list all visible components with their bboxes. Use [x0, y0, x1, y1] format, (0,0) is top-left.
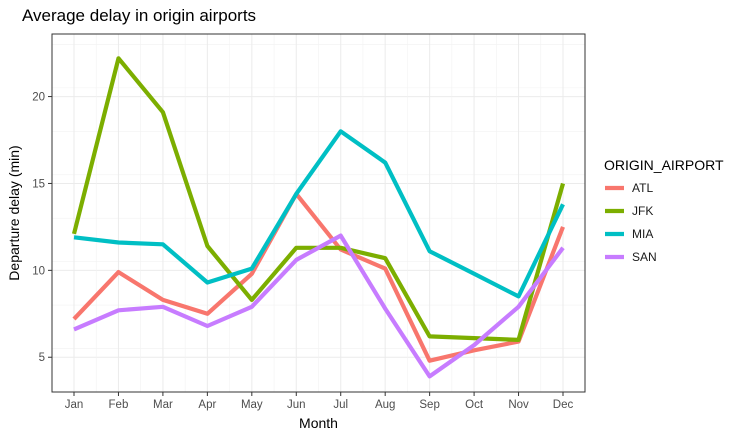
series-line-san [73, 233, 565, 379]
y-tick-label: 15 [32, 178, 45, 190]
chart-title: Average delay in origin airports [22, 6, 257, 25]
x-tick-label: Oct [465, 399, 484, 411]
series-line-mia [73, 129, 565, 299]
legend-label-atl: ATL [632, 181, 653, 195]
legend-title: ORIGIN_AIRPORT [604, 157, 724, 173]
x-tick-label: May [241, 399, 263, 411]
x-tick-label: Nov [508, 399, 529, 411]
x-tick-label: Apr [198, 399, 216, 411]
legend-label-jfk: JFK [632, 204, 653, 218]
x-tick-label: Jan [65, 399, 84, 411]
x-axis-title: Month [299, 415, 338, 431]
x-axis: Jan Feb Mar Apr May Jun Jul Aug Sep Oct Nov Dec [65, 392, 574, 411]
y-tick-label: 5 [39, 352, 45, 364]
legend-label-mia: MIA [632, 227, 653, 241]
y-tick-label: 20 [32, 92, 45, 104]
x-tick-label: Aug [375, 399, 395, 411]
x-tick-label: Jun [287, 399, 306, 411]
legend: ORIGIN_AIRPORT ATL JFK MIA SAN [604, 157, 724, 264]
x-tick-label: Dec [553, 399, 574, 411]
y-axis-title: Departure delay (min) [6, 145, 22, 280]
x-tick-label: Mar [153, 399, 173, 411]
legend-label-san: SAN [632, 250, 657, 264]
x-tick-label: Feb [109, 399, 129, 411]
y-tick-label: 10 [32, 265, 45, 277]
plot-border [51, 33, 586, 393]
x-tick-label: Jul [333, 399, 348, 411]
x-tick-label: Sep [419, 399, 439, 411]
series-line-atl [72, 191, 565, 363]
y-axis: 5 10 15 20 [32, 92, 52, 364]
series-lines [71, 56, 566, 379]
